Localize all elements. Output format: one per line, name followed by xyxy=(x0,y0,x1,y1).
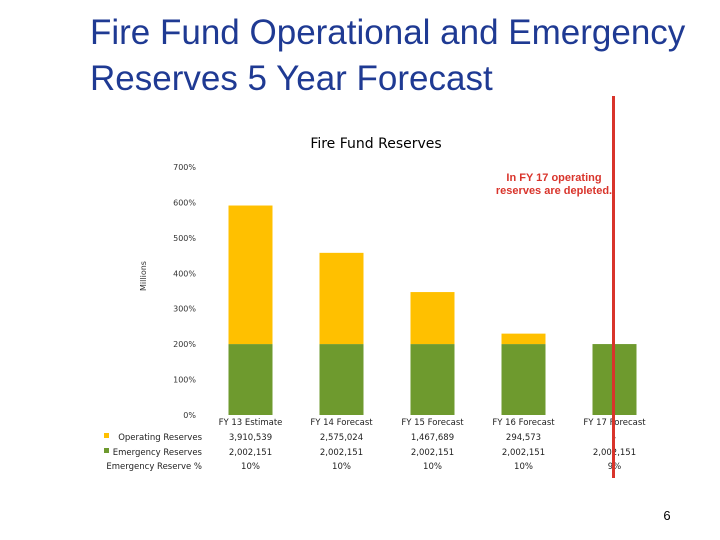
bar-emergency-reserves xyxy=(501,344,546,415)
annotation-text: In FY 17 operating reserves are depleted… xyxy=(478,172,630,198)
slide-title-line-2: Reserves 5 Year Forecast xyxy=(90,59,493,98)
y-axis-label: Millions xyxy=(139,261,148,291)
table-cell: 2,575,024 xyxy=(320,433,363,443)
bar-operating-reserves xyxy=(228,205,273,345)
y-tick-label: 600% xyxy=(173,198,196,207)
x-tick-label: FY 13 Estimate xyxy=(219,418,283,428)
y-tick-label: 0% xyxy=(183,411,196,420)
chart-title: Fire Fund Reserves xyxy=(310,136,442,152)
table-row-label: Emergency Reserves xyxy=(113,448,203,458)
table-cell: 10% xyxy=(514,462,533,472)
legend-swatch xyxy=(104,433,109,438)
table-cell: 294,573 xyxy=(506,433,541,443)
table-cell: 2,002,151 xyxy=(411,448,454,458)
slide-title-line-1: Fire Fund Operational and Emergency xyxy=(90,13,686,52)
y-tick-label: 400% xyxy=(173,269,196,278)
table-row-label: Emergency Reserve % xyxy=(106,462,202,472)
x-tick-label: FY 16 Forecast xyxy=(492,418,555,428)
x-tick-label: FY 15 Forecast xyxy=(401,418,464,428)
table-cell: 10% xyxy=(241,462,260,472)
table-cell: 10% xyxy=(332,462,351,472)
y-tick-label: 300% xyxy=(173,305,196,314)
table-cell: 3,910,539 xyxy=(229,433,272,443)
table-cell: 2,002,151 xyxy=(502,448,545,458)
y-tick-label: 700% xyxy=(173,163,196,172)
x-tick-label: FY 14 Forecast xyxy=(310,418,373,428)
y-tick-label: 500% xyxy=(173,234,196,243)
table-row-label: Operating Reserves xyxy=(118,433,202,443)
annotation-line-1: In FY 17 operating xyxy=(506,172,602,184)
bar-emergency-reserves xyxy=(410,344,455,415)
bar-operating-reserves xyxy=(410,292,455,345)
table-cell: 2,002,151 xyxy=(229,448,272,458)
table-cell: 10% xyxy=(423,462,442,472)
table-cell: 1,467,689 xyxy=(411,433,454,443)
bar-emergency-reserves xyxy=(228,344,273,415)
table-cell: 2,002,151 xyxy=(320,448,363,458)
bar-operating-reserves xyxy=(501,333,546,345)
bar-emergency-reserves xyxy=(319,344,364,415)
annotation-line-2: reserves are depleted. xyxy=(495,185,613,197)
slide-title: Fire Fund Operational and Emergency Rese… xyxy=(90,10,710,102)
page-number: 6 xyxy=(663,508,671,523)
y-tick-label: 100% xyxy=(173,376,196,385)
bar-operating-reserves xyxy=(319,252,364,345)
y-tick-label: 200% xyxy=(173,340,196,349)
legend-swatch xyxy=(104,448,109,453)
